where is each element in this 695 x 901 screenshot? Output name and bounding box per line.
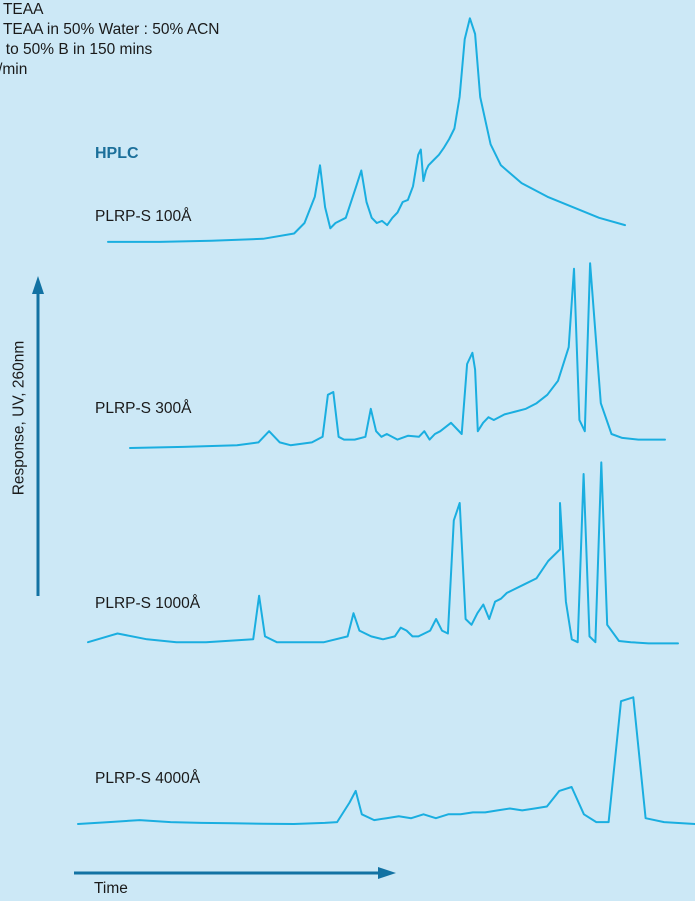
x-axis-label: Time	[94, 880, 128, 897]
trace-4	[77, 696, 695, 825]
trace-label-4000: PLRP-S 4000Å	[95, 770, 201, 787]
trace-label-100: PLRP-S 100Å	[95, 208, 192, 225]
conditions-line-2: M TEAA in 50% Water : 50% ACN	[0, 21, 220, 38]
traces	[77, 17, 695, 825]
trace-label-1000: PLRP-S 1000Å	[95, 595, 201, 612]
conditions-line-3: → to 50% B in 150 mins	[0, 41, 153, 58]
conditions-text: M TEAA M TEAA in 50% Water : 50% ACN → t…	[0, 0, 219, 80]
trace-2	[129, 262, 666, 449]
trace-1	[107, 17, 626, 243]
trace-label-300: PLRP-S 300Å	[95, 400, 192, 417]
trace-3	[87, 461, 679, 645]
conditions-line-4: ul/min	[0, 61, 28, 78]
x-axis-arrow-head	[378, 867, 396, 879]
y-axis-arrow-head	[32, 276, 44, 294]
axes	[32, 276, 396, 879]
chart-title: HPLC	[95, 145, 139, 162]
conditions-line-1: M TEAA	[0, 1, 44, 18]
